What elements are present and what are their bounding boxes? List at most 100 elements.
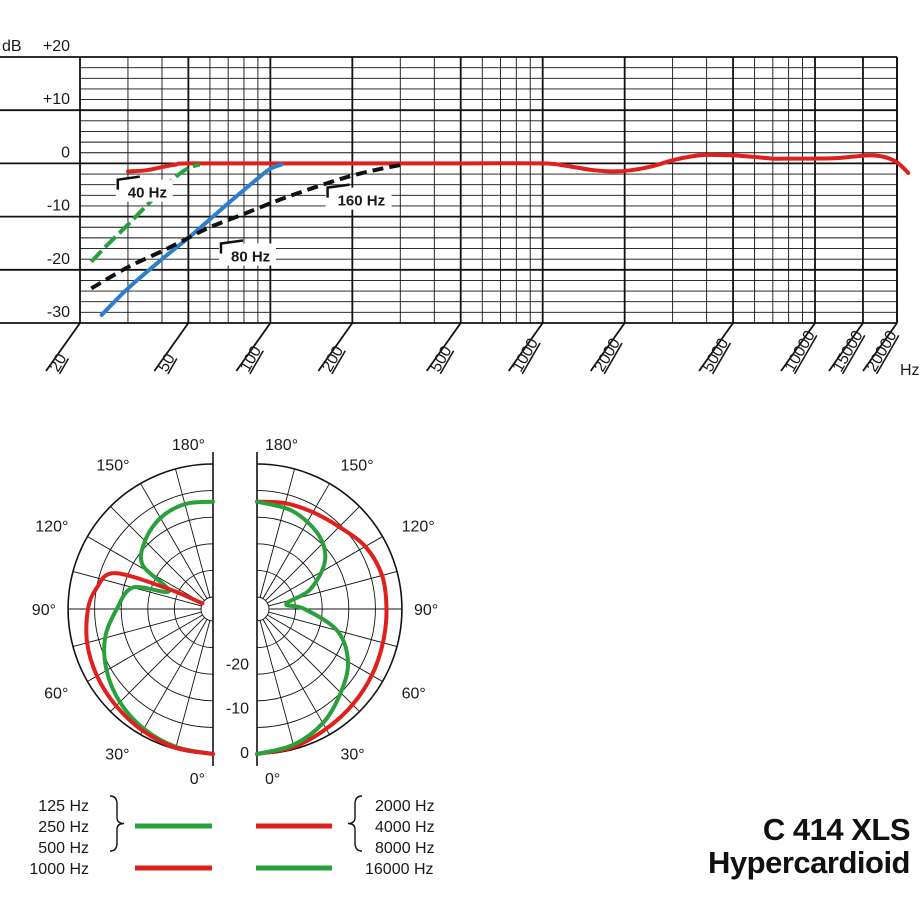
angle-tick-label: 120° — [35, 519, 68, 536]
legend-label: 4000 Hz — [375, 819, 435, 836]
svg-text:160 Hz: 160 Hz — [338, 193, 386, 210]
frequency-grid — [0, 56, 898, 372]
x-tick-mark — [317, 322, 354, 372]
polar-left-half: 180° 150° 120° 90° 60° 30° 0° — [32, 437, 215, 788]
polar-spoke — [265, 506, 360, 601]
y-tick-label: 0 — [61, 144, 70, 161]
polar-spoke — [110, 506, 205, 601]
x-tick-label: 2000 — [591, 336, 624, 375]
svg-text:50: 50 — [155, 351, 179, 375]
x-tick-mark — [828, 322, 864, 372]
svg-text:2000: 2000 — [591, 336, 624, 375]
angle-tick-label: 60° — [44, 686, 68, 703]
green-40hz-rolloff-line — [89, 162, 201, 264]
radius-tick-label: -10 — [226, 701, 249, 718]
angle-tick-label: 120° — [402, 519, 435, 536]
svg-text:20: 20 — [47, 351, 71, 375]
polar-curve-right — [255, 499, 389, 756]
polar-ring — [147, 543, 214, 675]
model-name: C 414 XLS — [762, 812, 911, 847]
svg-text:1000: 1000 — [509, 336, 542, 375]
polar-ring — [200, 596, 214, 622]
legend-label: 8000 Hz — [375, 840, 435, 857]
angle-tick-label: 90° — [414, 602, 438, 619]
polar-spoke — [72, 611, 202, 647]
polar-ring — [256, 596, 270, 622]
polar-ring — [67, 463, 214, 755]
polar-spoke — [259, 468, 295, 598]
polar-spoke — [110, 617, 205, 712]
x-axis-label: Hz — [900, 362, 920, 379]
angle-tick-label: 0° — [190, 771, 205, 788]
angle-tick-label: 150° — [341, 457, 374, 474]
polar-ring — [256, 569, 297, 649]
y-tick-label: +20 — [43, 38, 70, 55]
legend-label: 2000 Hz — [375, 798, 435, 815]
legend-label: 1000 Hz — [29, 861, 89, 878]
svg-text:10000: 10000 — [782, 328, 819, 375]
angle-tick-label: 180° — [265, 437, 298, 454]
angle-tick-label: 60° — [402, 686, 426, 703]
polar-spoke — [262, 483, 330, 599]
polar-ring — [120, 516, 214, 702]
x-tick-mark — [589, 322, 626, 372]
polar-radius-labels: -20 -10 0 — [226, 656, 249, 762]
polar-ring — [256, 543, 323, 675]
x-tick-mark — [862, 322, 898, 372]
x-tick-label: 500 — [427, 343, 455, 375]
frequency-response-chart: 40 Hz 80 Hz 160 Hz 20 50 100 200 500 1000 2000 50… — [0, 38, 920, 379]
x-tick-label: 15000 — [830, 328, 867, 375]
polar-spoke — [140, 483, 208, 599]
polar-ring — [256, 490, 376, 728]
angle-tick-label: 150° — [96, 457, 129, 474]
polar-curve-right — [255, 499, 351, 756]
polar-spoke — [268, 571, 398, 607]
polar-spoke — [259, 620, 295, 750]
x-tick-mark — [507, 322, 544, 372]
y-tick-label: -10 — [47, 198, 70, 215]
polar-spoke — [265, 617, 360, 712]
x-tick-label: 20 — [47, 351, 71, 375]
polar-ring — [256, 516, 350, 702]
y-axis-label: dB — [2, 38, 22, 55]
angle-tick-label: 30° — [105, 747, 129, 764]
x-tick-label: 1000 — [509, 336, 542, 375]
x-tick-mark — [698, 322, 734, 372]
y-tick-labels: +20 +10 0 -10 -20 -30 — [43, 38, 70, 321]
polar-spoke — [72, 571, 202, 607]
svg-text:5000: 5000 — [700, 336, 733, 375]
legend-label: 500 Hz — [38, 840, 89, 857]
x-tick-mark — [45, 322, 81, 372]
x-tick-label: 10000 — [782, 328, 819, 375]
angle-tick-label: 90° — [32, 602, 56, 619]
red-response-line — [126, 152, 911, 175]
x-tick-mark — [425, 322, 462, 372]
polar-curve-left — [84, 571, 215, 756]
y-tick-label: +10 — [43, 91, 70, 108]
svg-text:40 Hz: 40 Hz — [128, 185, 167, 202]
polar-spoke — [267, 614, 383, 682]
svg-text:15000: 15000 — [830, 328, 867, 375]
legend: 125 Hz 250 Hz 500 Hz 1000 Hz 2000 Hz 4000 Hz 8… — [29, 795, 435, 878]
polar-curve-left — [102, 499, 215, 756]
polar-spoke — [268, 611, 398, 647]
polar-spoke — [87, 614, 203, 682]
svg-text:500: 500 — [427, 343, 455, 375]
legend-label: 250 Hz — [38, 819, 89, 836]
polar-ring — [94, 490, 214, 728]
x-tick-mark — [153, 322, 190, 372]
y-tick-label: -30 — [47, 304, 70, 321]
radius-tick-label: -20 — [226, 656, 249, 673]
legend-label: 125 Hz — [38, 798, 89, 815]
filter-label: 40 Hz — [115, 175, 173, 202]
filter-label: 160 Hz — [325, 183, 392, 210]
polar-spoke — [175, 468, 211, 598]
x-tick-label: 5000 — [700, 336, 733, 375]
angle-tick-label: 30° — [341, 747, 365, 764]
x-tick-label: 200 — [319, 343, 347, 375]
polar-ring — [256, 463, 403, 755]
black-160hz-rolloff-line — [90, 163, 401, 291]
angle-tick-label: 0° — [265, 771, 280, 788]
svg-text:200: 200 — [319, 343, 347, 375]
polar-spoke — [267, 536, 383, 604]
